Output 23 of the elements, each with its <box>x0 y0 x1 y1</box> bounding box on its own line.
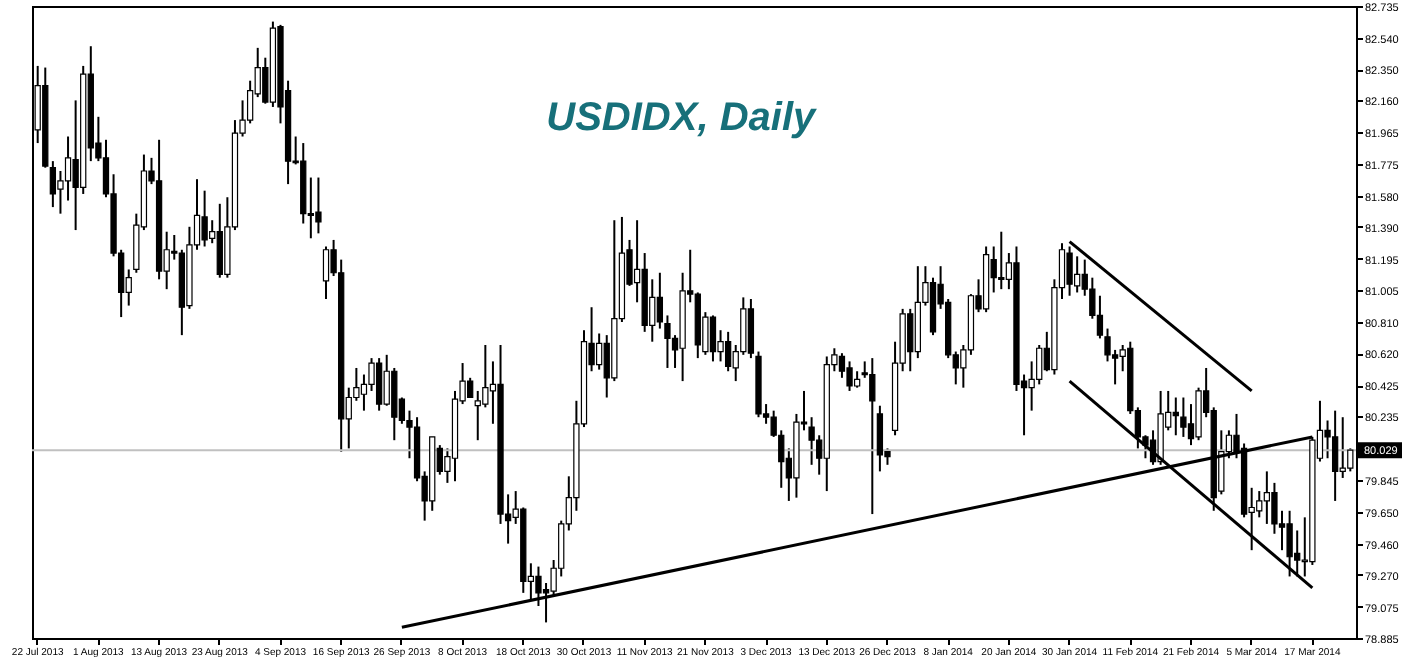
candlestick <box>1263 470 1271 525</box>
candlestick <box>1180 396 1187 438</box>
candlestick <box>315 176 322 235</box>
text: USDIDX, Daily <box>546 96 817 140</box>
candlestick <box>375 357 383 412</box>
candlestick <box>1286 509 1293 578</box>
candlestick <box>876 404 884 473</box>
candlestick <box>709 314 717 363</box>
candlestick <box>846 360 853 392</box>
candlestick <box>869 357 876 516</box>
candlestick <box>1331 409 1339 502</box>
candlestick <box>216 202 223 279</box>
candlestick <box>998 230 1005 291</box>
candlestick <box>467 376 474 399</box>
candlestick <box>724 330 732 373</box>
candlestick <box>596 332 603 371</box>
candlestick <box>49 160 57 209</box>
candlestick <box>322 245 330 301</box>
candlestick <box>838 352 846 379</box>
candlestick <box>64 135 72 202</box>
candlestick <box>1339 416 1346 479</box>
candlestick <box>907 307 914 373</box>
candlestick <box>201 189 208 248</box>
